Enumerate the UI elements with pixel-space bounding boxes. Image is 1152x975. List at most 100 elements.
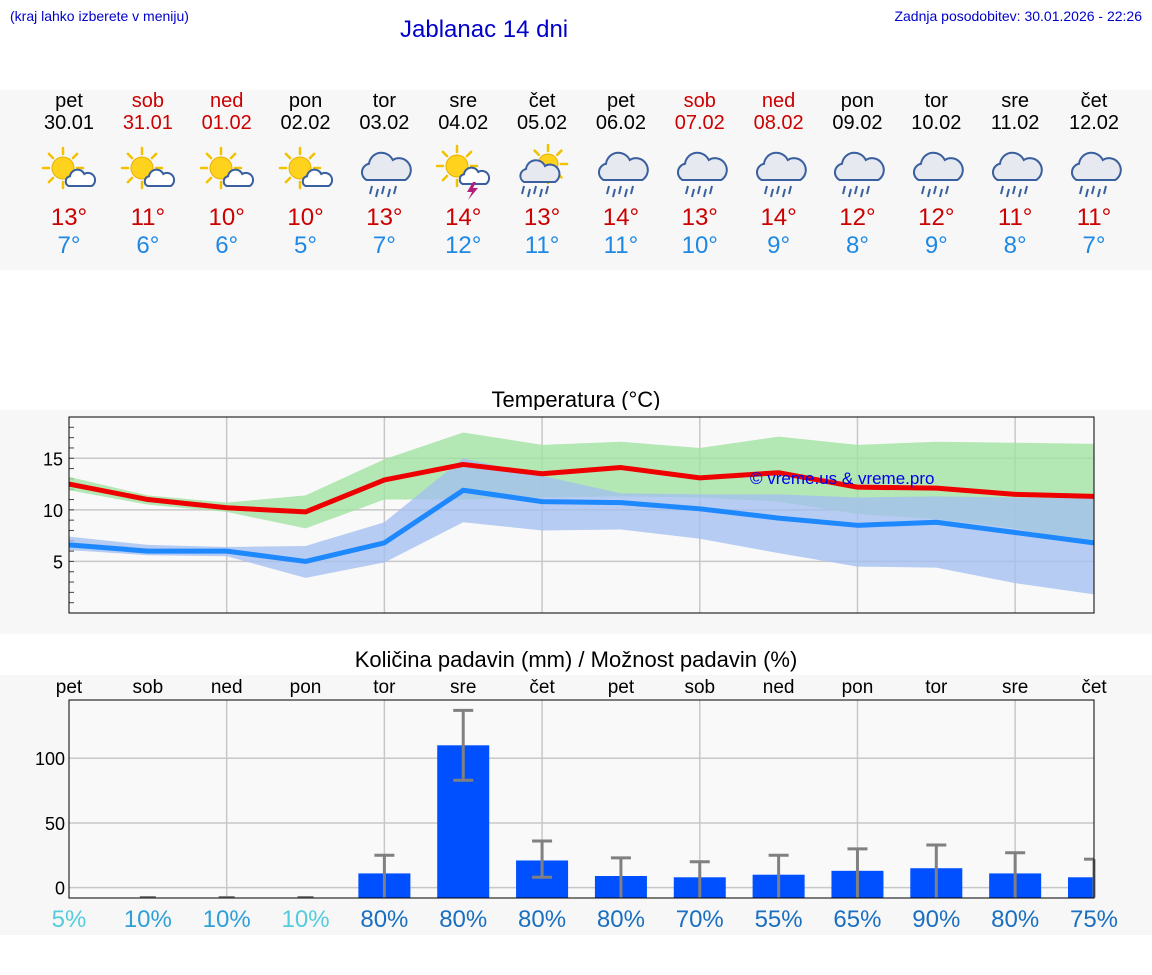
min-temperature: 6° — [215, 232, 239, 259]
max-temperature: 13° — [681, 204, 718, 231]
max-temperature: 10° — [287, 204, 324, 231]
precipitation-probability: 80% — [518, 906, 566, 933]
min-temperature: 7° — [372, 232, 396, 259]
min-temperature: 5° — [294, 232, 317, 259]
rain-cloud-icon — [834, 151, 886, 198]
max-temperature: 14° — [602, 204, 640, 231]
precipitation-probability: 10% — [124, 906, 172, 933]
max-temperature: 11° — [1076, 204, 1112, 231]
day-name: pon — [840, 90, 875, 112]
day-date: 30.01 — [43, 112, 95, 134]
max-temperature: 11° — [130, 204, 166, 231]
precipitation-probability: 5% — [52, 906, 87, 933]
day-axis-label: pet — [608, 677, 635, 698]
min-temperature: 7° — [1082, 232, 1106, 259]
y-tick-label: 100 — [35, 749, 65, 769]
sun-cloud-icon — [41, 146, 97, 190]
day-name: pet — [55, 90, 83, 112]
day-column: čet 05.02 13° 11° — [502, 90, 582, 260]
day-date: 07.02 — [674, 112, 725, 134]
precipitation-probability: 90% — [912, 906, 960, 933]
min-temperature-band — [69, 458, 1094, 595]
rain-cloud-icon — [676, 151, 728, 198]
y-tick-label: 0 — [55, 879, 65, 899]
min-temperature-line — [68, 487, 1095, 564]
day-date: 11.02 — [990, 112, 1040, 134]
day-axis-label: čet — [1081, 677, 1107, 698]
y-tick-label: 15 — [43, 449, 63, 469]
precipitation-probability: 10% — [203, 906, 251, 933]
day-name: ned — [761, 90, 796, 112]
day-axis-label: tor — [925, 677, 948, 698]
min-temperature: 7° — [57, 232, 81, 259]
plot-frame — [68, 699, 1095, 899]
precipitation-probability: 80% — [439, 906, 487, 933]
day-column: tor 10.02 12° 9° — [896, 90, 976, 260]
max-temperature: 14° — [445, 204, 482, 231]
y-tick-label: 10 — [43, 501, 63, 521]
day-name: čet — [528, 90, 556, 112]
min-temperature: 11° — [603, 232, 639, 259]
sun-rain-icon — [519, 143, 569, 198]
day-name: pon — [288, 90, 323, 112]
min-temperature: 11° — [524, 232, 560, 259]
day-name: čet — [1080, 90, 1108, 112]
precipitation-chart-title: Količina padavin (mm) / Možnost padavin … — [354, 647, 798, 672]
precipitation-chart: pet sob ned pon tor sre čet pet sob ned pon tor sre č… — [35, 677, 1118, 933]
day-date: 10.02 — [911, 112, 962, 134]
min-temperature: 8° — [1003, 232, 1027, 259]
day-column: sre 04.02 14° 12° — [423, 90, 503, 260]
max-temperature: 13° — [366, 204, 403, 231]
day-axis-label: sre — [1002, 677, 1028, 698]
min-temperature: 12° — [445, 232, 482, 259]
day-column: sob 31.01 11° 6° — [108, 90, 188, 260]
sun-cloud-icon — [199, 146, 254, 190]
day-axis-label: pon — [842, 677, 874, 698]
day-column: pet 30.01 13° 7° — [29, 90, 109, 260]
day-date: 04.02 — [438, 112, 489, 134]
max-temperature-line — [68, 461, 1095, 515]
last-updated: Zadnja posodobitev: 30.01.2026 - 22:26 — [894, 8, 1142, 24]
min-temperature: 8° — [845, 232, 869, 259]
day-column: pon 02.02 10° 5° — [266, 90, 346, 260]
rain-cloud-icon — [992, 151, 1043, 198]
min-temperature: 6° — [136, 232, 160, 259]
min-temperature: 10° — [681, 232, 718, 259]
day-name: sob — [131, 90, 164, 112]
min-temperature: 9° — [767, 232, 791, 259]
day-name: pet — [607, 90, 635, 112]
temperature-chart: 5 10 15 © vreme.us & vreme.pro — [43, 416, 1095, 614]
day-date: 05.02 — [517, 112, 568, 134]
day-date: 06.02 — [595, 112, 646, 134]
rain-cloud-icon — [755, 151, 807, 198]
day-name: sob — [683, 90, 716, 112]
day-name: sre — [1001, 90, 1030, 112]
day-name: ned — [210, 90, 244, 112]
daily-forecast-panel: pet 30.01 13° 7° sob 31.01 11° 6° ned 01.02 10° 6° p… — [0, 90, 1152, 270]
page-title: Jablanac 14 dni — [400, 16, 569, 43]
day-axis-label: sob — [684, 677, 715, 698]
day-name: tor — [924, 90, 948, 112]
precipitation-probability: 80% — [597, 906, 645, 933]
day-axis-label: pon — [290, 677, 322, 698]
day-axis-label: sob — [133, 677, 164, 698]
rain-cloud-icon — [597, 151, 649, 198]
day-column: tor 03.02 13° 7° — [344, 90, 424, 260]
max-temperature: 13° — [523, 204, 561, 231]
max-temperature: 11° — [997, 204, 1033, 231]
precipitation-probability: 65% — [833, 906, 881, 933]
y-tick-label: 5 — [53, 552, 63, 572]
day-date: 03.02 — [359, 112, 410, 134]
day-date: 02.02 — [280, 112, 331, 134]
day-axis-label: čet — [529, 677, 555, 698]
day-column: sre 11.02 11° 8° — [975, 90, 1055, 260]
day-axis-label: tor — [373, 677, 396, 698]
plot-area — [69, 700, 1094, 898]
precipitation-probability: 75% — [1070, 906, 1118, 933]
day-column: čet 12.02 11° 7° — [1054, 90, 1134, 260]
rain-cloud-icon — [913, 151, 965, 198]
rain-cloud-icon — [361, 151, 413, 198]
y-tick-label: 50 — [45, 814, 65, 834]
plot-frame — [68, 416, 1095, 614]
day-name: tor — [372, 90, 397, 112]
